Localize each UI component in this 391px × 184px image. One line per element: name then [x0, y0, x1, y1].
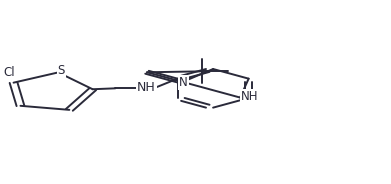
Text: Cl: Cl [3, 66, 15, 79]
Text: NH: NH [241, 90, 258, 103]
Text: NH: NH [137, 81, 156, 94]
Text: N: N [179, 76, 188, 89]
Text: S: S [57, 64, 65, 77]
